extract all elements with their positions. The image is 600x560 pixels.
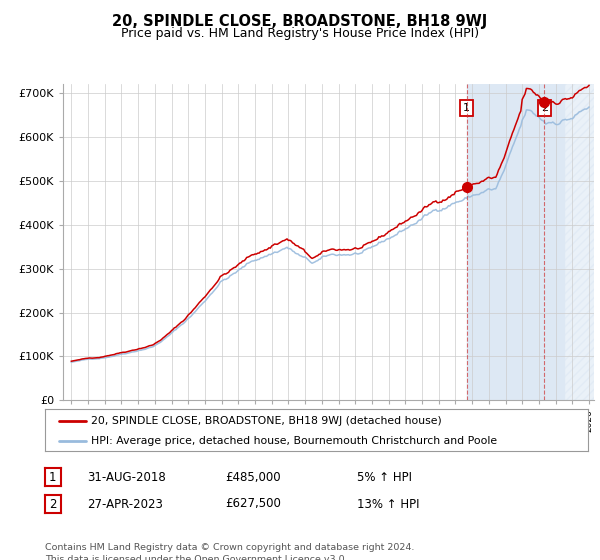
Text: Price paid vs. HM Land Registry's House Price Index (HPI): Price paid vs. HM Land Registry's House … [121, 27, 479, 40]
Text: 5% ↑ HPI: 5% ↑ HPI [357, 470, 412, 484]
Bar [467, 84, 544, 400]
Text: 2: 2 [541, 102, 548, 113]
Text: 20, SPINDLE CLOSE, BROADSTONE, BH18 9WJ: 20, SPINDLE CLOSE, BROADSTONE, BH18 9WJ [112, 14, 488, 29]
Bar [544, 84, 564, 400]
Text: 1: 1 [463, 102, 470, 113]
Text: 13% ↑ HPI: 13% ↑ HPI [357, 497, 419, 511]
Text: Contains HM Land Registry data © Crown copyright and database right 2024.
This d: Contains HM Land Registry data © Crown c… [45, 543, 415, 560]
Text: 1: 1 [49, 470, 56, 484]
Text: £485,000: £485,000 [225, 470, 281, 484]
Bar [564, 84, 598, 400]
Text: £627,500: £627,500 [225, 497, 281, 511]
Text: HPI: Average price, detached house, Bournemouth Christchurch and Poole: HPI: Average price, detached house, Bour… [91, 436, 497, 446]
Text: 20, SPINDLE CLOSE, BROADSTONE, BH18 9WJ (detached house): 20, SPINDLE CLOSE, BROADSTONE, BH18 9WJ … [91, 416, 442, 426]
Text: 31-AUG-2018: 31-AUG-2018 [87, 470, 166, 484]
Text: 2: 2 [49, 497, 56, 511]
Text: 27-APR-2023: 27-APR-2023 [87, 497, 163, 511]
